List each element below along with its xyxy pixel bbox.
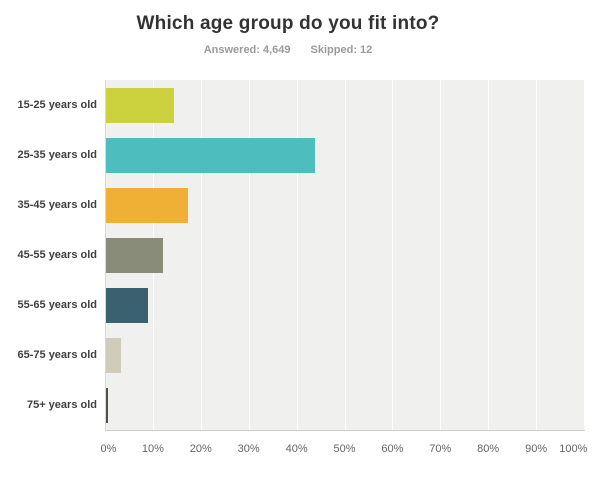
x-tick-label: 0% [100,443,117,455]
category-label: 55-65 years old [17,299,98,311]
bar-track [106,237,585,273]
bar-track [106,287,585,323]
bar-15-25[interactable] [106,87,175,123]
bar-45-55[interactable] [106,237,164,273]
x-tick-label: 40% [285,443,308,455]
chart-title: Which age group do you fit into? [136,13,440,34]
bar-track [106,187,585,223]
gridline [296,80,298,430]
bar-track [106,137,585,173]
x-tick-label: 30% [237,443,260,455]
chart-row: 15-25 years old [0,80,585,130]
category-label: 45-55 years old [17,249,98,261]
x-tick-label: 20% [189,443,212,455]
bar-75-plus[interactable] [106,387,108,423]
chart-row: 45-55 years old [0,230,585,280]
gridline [488,80,490,430]
bar-track [106,387,585,423]
bar-25-35[interactable] [106,137,316,173]
skipped-count: Skipped: 12 [310,44,373,56]
gridline [584,80,585,430]
chart-header: Which age group do you fit into? Answere… [0,0,576,56]
chart-row: 55-65 years old [0,280,585,330]
bar-55-65[interactable] [106,287,148,323]
bar-track [106,337,585,373]
gridline [392,80,394,430]
x-tick-label: 70% [429,443,452,455]
chart-rows: 15-25 years old 25-35 years old 35-45 ye… [0,80,585,430]
bar-chart: 15-25 years old 25-35 years old 35-45 ye… [0,80,609,470]
gridline [440,80,442,430]
x-tick-label: 10% [141,443,164,455]
gridline [536,80,538,430]
x-tick-label: 80% [477,443,500,455]
x-tick-label: 50% [333,443,356,455]
bar-65-75[interactable] [106,337,122,373]
answered-count: Answered: 4,649 [203,44,291,56]
x-tick-label: 90% [525,443,548,455]
chart-row: 65-75 years old [0,330,585,380]
chart-subtitle: Answered: 4,649 Skipped: 12 [0,44,576,56]
x-tick-label: 100% [559,443,588,455]
gridline [248,80,250,430]
gridline [344,80,346,430]
chart-row: 35-45 years old [0,180,585,230]
category-label: 75+ years old [26,399,97,411]
bar-35-45[interactable] [106,187,189,223]
chart-row: 25-35 years old [0,130,585,180]
category-label: 25-35 years old [17,149,98,161]
chart-row: 75+ years old [0,380,585,430]
bar-track [106,87,585,123]
gridline [200,80,202,430]
x-axis: 0% 10% 20% 30% 40% 50% 60% 70% 80% 90% 100% [101,443,588,459]
category-label: 15-25 years old [17,99,98,111]
category-label: 35-45 years old [17,199,98,211]
x-tick-label: 60% [381,443,404,455]
category-label: 65-75 years old [17,349,98,361]
